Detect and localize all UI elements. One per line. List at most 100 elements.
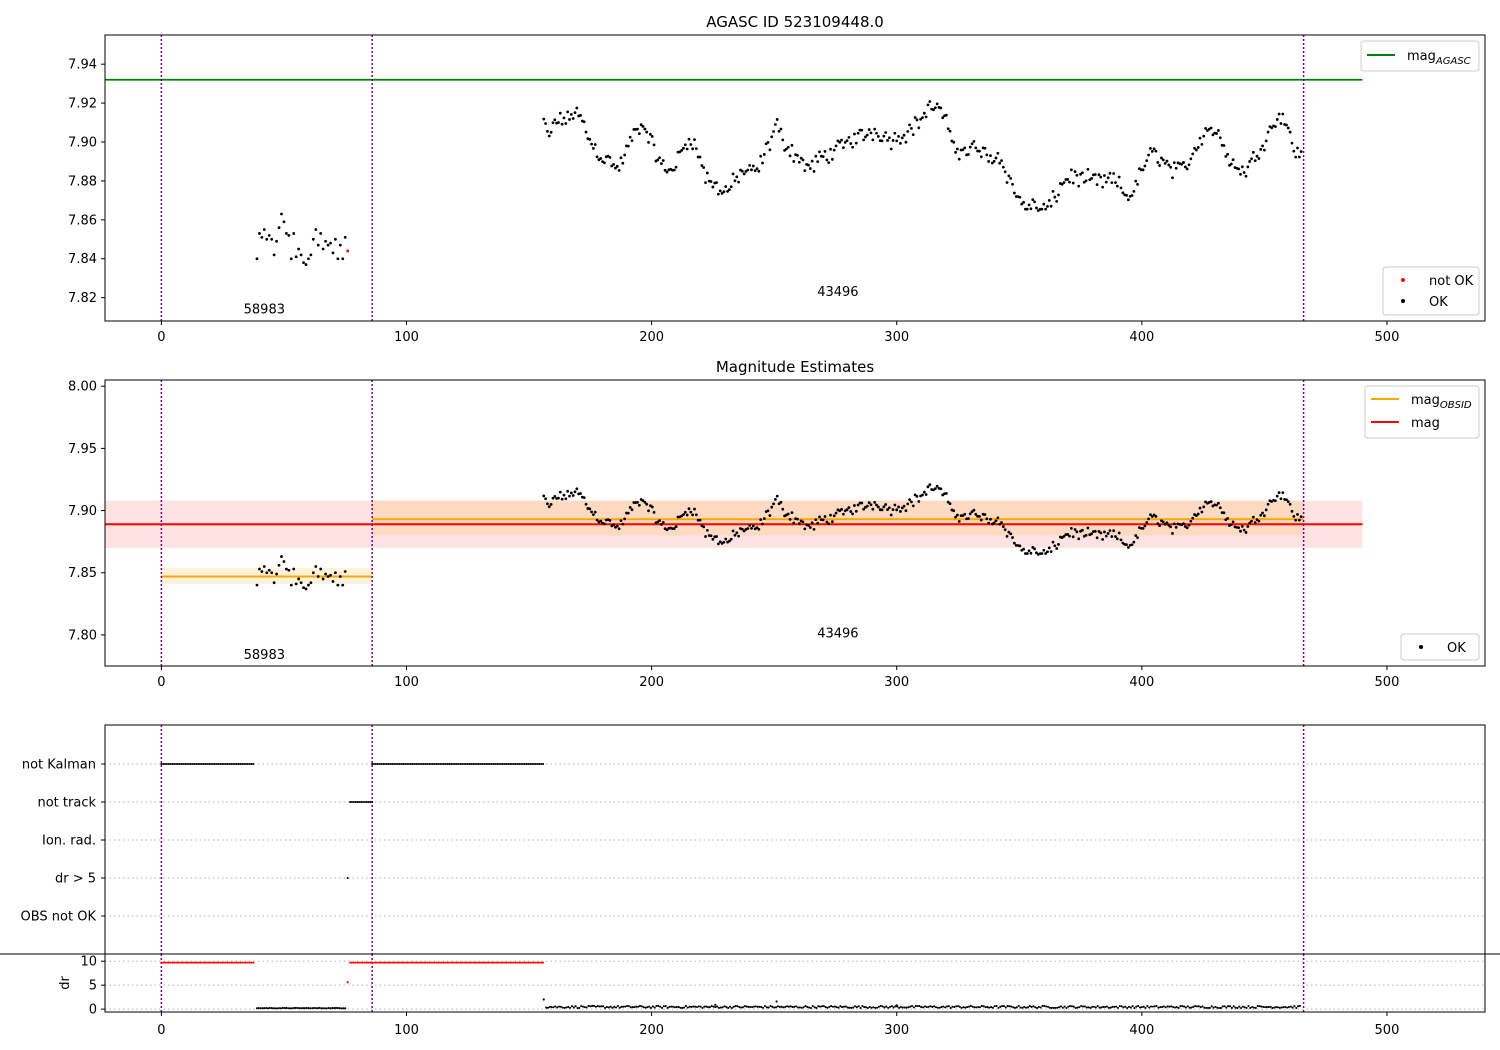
dr-not-ok-point (173, 961, 176, 964)
ok-point (603, 522, 606, 526)
dr-ok-point (270, 1006, 273, 1010)
dr-ok-point (255, 1007, 259, 1010)
flag-point (483, 762, 486, 766)
dr-ok-point (1234, 1006, 1237, 1009)
ok-point (895, 508, 899, 512)
dr-ok-point (973, 1006, 976, 1009)
ok-point (726, 190, 729, 193)
uncertainty-band (372, 500, 1304, 536)
dr-ok-point (637, 1005, 640, 1008)
dr-ok-point (1045, 1005, 1048, 1008)
flag-point (354, 800, 357, 804)
dr-ok-point (556, 1006, 559, 1009)
flag-point (250, 762, 253, 766)
ok-point (1062, 535, 1066, 538)
dr-ok-point (1238, 1005, 1241, 1008)
dr-not-ok-point (195, 961, 198, 964)
dr-ok-point (798, 1006, 801, 1009)
ok-point (717, 542, 720, 546)
dr-ok-point (927, 1005, 930, 1008)
ok-point (919, 117, 923, 121)
dr-ok-point (1137, 1004, 1140, 1008)
ok-point (265, 237, 269, 241)
ok-point (544, 122, 547, 125)
ok-point (882, 505, 886, 509)
dr-not-ok-point (235, 961, 238, 964)
dr-ok-point (1021, 1006, 1024, 1009)
y-tick-label: 8.00 (68, 380, 97, 395)
dr-ok-point (988, 1006, 991, 1009)
dr-ok-point (1225, 1006, 1228, 1009)
flag-point (435, 762, 438, 766)
ok-point (816, 160, 820, 164)
dr-ok-point (1030, 1005, 1033, 1008)
dr-not-ok-point (220, 961, 224, 964)
obsid-label: 43496 (817, 285, 858, 300)
dr-ok-point (675, 1006, 678, 1009)
flag-point (175, 762, 178, 766)
dr-ok-point (971, 1005, 974, 1008)
flag-point (224, 762, 227, 766)
dr-ok-point (1262, 1005, 1265, 1008)
dr-ok-point (1109, 1006, 1112, 1009)
dr-ok-point (336, 1007, 339, 1010)
flag-point (415, 762, 418, 766)
dr-not-ok-point (215, 961, 218, 964)
ok-point (755, 526, 759, 529)
ok-point (1237, 526, 1241, 530)
dr-ok-point (651, 1005, 654, 1008)
ok-point (593, 143, 597, 146)
dr-ok-point (811, 1004, 814, 1008)
dr-ok-point (1276, 1006, 1279, 1009)
dr-ok-point (585, 1006, 588, 1009)
dr-not-ok-point (186, 961, 189, 964)
ok-point (331, 251, 335, 255)
flag-point (186, 762, 189, 766)
dr-ok-point (942, 1005, 945, 1008)
flag-point (228, 762, 231, 766)
ok-point (904, 140, 908, 144)
dr-ok-point (274, 1007, 277, 1010)
ok-point (1042, 202, 1046, 206)
ok-point (615, 524, 619, 528)
ok-point (1297, 155, 1301, 159)
ok-point (1165, 521, 1169, 525)
dr-ok-point (613, 1005, 616, 1008)
ok-point (845, 508, 849, 512)
ok-point (889, 513, 893, 517)
dr-not-ok-point (378, 961, 381, 964)
flag-point (160, 762, 163, 766)
dr-ok-point (655, 1004, 658, 1008)
dr-ok-point (1291, 1006, 1294, 1009)
ok-point (1003, 528, 1007, 531)
ok-point (884, 131, 888, 134)
dr-not-ok-point (523, 961, 526, 964)
dr-ok-point (947, 1005, 950, 1008)
ok-point (326, 575, 330, 578)
ok-point (886, 508, 889, 511)
ok-point (569, 491, 573, 495)
ok-point (796, 517, 799, 521)
flag-point (211, 762, 214, 766)
dr-not-ok-point (485, 961, 488, 964)
ok-point (1270, 126, 1274, 130)
ok-point (1172, 161, 1176, 165)
dr-ok-point (311, 1007, 314, 1010)
dr-ok-point (279, 1007, 282, 1010)
ok-point (612, 162, 616, 166)
dr-ok-point (1151, 1005, 1154, 1008)
ok-point (728, 188, 731, 192)
ok-point (566, 489, 570, 493)
y-tick-label: 7.88 (68, 174, 97, 189)
dr-ok-point (1138, 1006, 1142, 1009)
ok-point (897, 134, 900, 138)
ok-point (1274, 125, 1277, 129)
ok-point (272, 581, 276, 585)
dr-ok-point (920, 1006, 923, 1009)
ok-point (946, 127, 950, 131)
dr-not-ok-point (398, 961, 401, 964)
dr-ok-point (787, 1005, 790, 1008)
dr-ok-point (1070, 1005, 1074, 1008)
mag-agasc-legend-label: magAGASC (1407, 49, 1471, 67)
obsid-label: 58983 (244, 302, 285, 317)
